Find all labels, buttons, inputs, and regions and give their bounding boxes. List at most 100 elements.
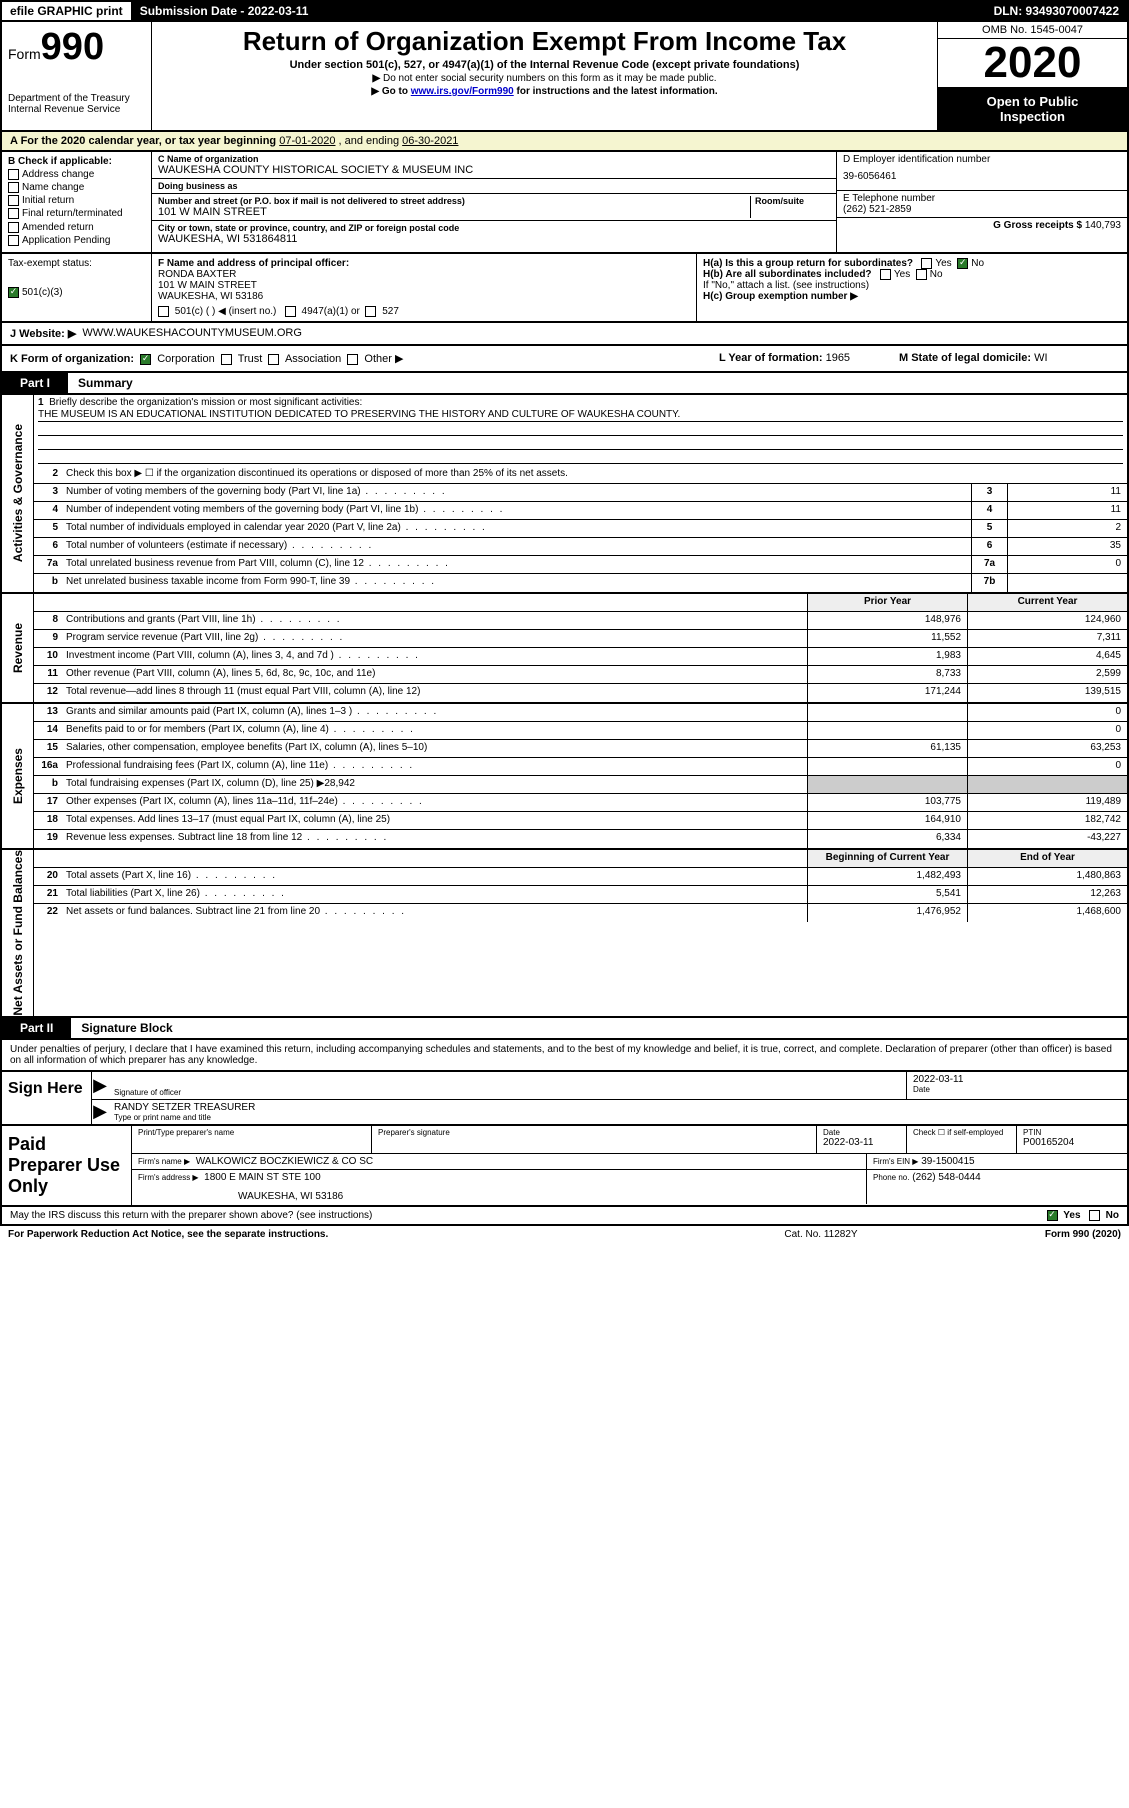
chk-assoc[interactable] [268, 354, 279, 365]
city-label: City or town, state or province, country… [158, 223, 830, 233]
paperwork-notice: For Paperwork Reduction Act Notice, see … [8, 1229, 721, 1240]
line10: Investment income (Part VIII, column (A)… [62, 648, 807, 665]
net-block: Net Assets or Fund Balances Beginning of… [0, 850, 1129, 1018]
firm-ein: 39-1500415 [921, 1156, 974, 1167]
box-d: D Employer identification number 39-6056… [837, 152, 1127, 252]
chk-final-return[interactable] [8, 208, 19, 219]
line2: Check this box ▶ ☐ if the organization d… [62, 466, 1127, 483]
hc-label: H(c) Group exemption number ▶ [703, 291, 858, 302]
firm-name: WALKOWICZ BOCZKIEWICZ & CO SC [196, 1156, 373, 1167]
chk-address-change[interactable] [8, 169, 19, 180]
chk-corp[interactable] [140, 354, 151, 365]
sign-arrow-icon: ▶ [92, 1072, 108, 1099]
box-b-label: B Check if applicable: [8, 156, 145, 167]
firm-addr-label: Firm's address ▶ [138, 1173, 199, 1182]
chk-ha-yes[interactable] [921, 258, 932, 269]
side-net: Net Assets or Fund Balances [11, 850, 25, 1016]
part1-header: Part I Summary [0, 373, 1129, 395]
officer-name-label: Type or print name and title [114, 1113, 1121, 1122]
ein-value: 39-6056461 [843, 165, 1121, 188]
omb-number: OMB No. 1545-0047 [938, 22, 1127, 39]
form-prefix: Form [8, 46, 41, 62]
form-header: Form990 Department of the Treasury Inter… [0, 20, 1129, 132]
col-end: End of Year [967, 850, 1127, 867]
col-prior: Prior Year [807, 594, 967, 611]
spacer [317, 2, 985, 20]
line5-val: 2 [1007, 520, 1127, 537]
line3-val: 11 [1007, 484, 1127, 501]
ein-label: D Employer identification number [843, 154, 1121, 165]
sign-here-label: Sign Here [2, 1072, 92, 1124]
tax-year: 2020 [938, 39, 1127, 88]
chk-hb-yes[interactable] [880, 269, 891, 280]
tax-exempt-cell: Tax-exempt status: 501(c)(3) [2, 254, 152, 321]
chk-527[interactable] [365, 306, 376, 317]
line5: Total number of individuals employed in … [62, 520, 971, 537]
chk-discuss-yes[interactable] [1047, 1210, 1058, 1221]
firm-name-label: Firm's name ▶ [138, 1157, 190, 1166]
line7b-val [1007, 574, 1127, 592]
page-footer: For Paperwork Reduction Act Notice, see … [0, 1226, 1129, 1243]
gross-value: 140,793 [1085, 220, 1121, 231]
chk-hb-no[interactable] [916, 269, 927, 280]
box-c: C Name of organization WAUKESHA COUNTY H… [152, 152, 837, 252]
col-beginning: Beginning of Current Year [807, 850, 967, 867]
sign-here-block: Sign Here ▶ Signature of officer 2022-03… [0, 1072, 1129, 1126]
chk-trust[interactable] [221, 354, 232, 365]
phone-label: E Telephone number [843, 193, 1121, 204]
chk-4947[interactable] [285, 306, 296, 317]
line16b: Total fundraising expenses (Part IX, col… [62, 776, 807, 793]
part2-title: Signature Block [71, 1018, 182, 1038]
chk-501c[interactable] [158, 306, 169, 317]
officer-label: F Name and address of principal officer: [158, 258, 349, 269]
line19: Revenue less expenses. Subtract line 18 … [62, 830, 807, 848]
line22: Net assets or fund balances. Subtract li… [62, 904, 807, 922]
chk-pending[interactable] [8, 235, 19, 246]
gross-label: G Gross receipts $ [993, 220, 1082, 231]
form990-link[interactable]: www.irs.gov/Form990 [411, 86, 514, 97]
dept-treasury: Department of the Treasury [8, 93, 145, 104]
chk-ha-no[interactable] [957, 258, 968, 269]
street-value: 101 W MAIN STREET [158, 206, 750, 218]
form-title: Return of Organization Exempt From Incom… [158, 26, 931, 57]
efile-button[interactable]: efile GRAPHIC print [2, 2, 132, 20]
officer-street: 101 W MAIN STREET [158, 280, 690, 291]
chk-initial-return[interactable] [8, 195, 19, 206]
street-label: Number and street (or P.O. box if mail i… [158, 196, 750, 206]
hb-label: H(b) Are all subordinates included? [703, 269, 872, 280]
mission-text: THE MUSEUM IS AN EDUCATIONAL INSTITUTION… [38, 408, 1123, 422]
paid-prep-label: Paid Preparer Use Only [2, 1126, 132, 1205]
prep-selfemp-label: Check ☐ if self-employed [913, 1128, 1010, 1137]
line12: Total revenue—add lines 8 through 11 (mu… [62, 684, 807, 702]
discuss-question: May the IRS discuss this return with the… [10, 1210, 372, 1221]
firm-phone: (262) 548-0444 [912, 1172, 980, 1183]
row-f-h: Tax-exempt status: 501(c)(3) F Name and … [0, 254, 1129, 323]
city-value: WAUKESHA, WI 531864811 [158, 233, 830, 245]
open-public: Open to PublicInspection [938, 88, 1127, 130]
discuss-row: May the IRS discuss this return with the… [0, 1207, 1129, 1226]
chk-name-change[interactable] [8, 182, 19, 193]
gov-block: Activities & Governance 1 Briefly descri… [0, 395, 1129, 594]
tax-exempt-label: Tax-exempt status: [8, 258, 145, 269]
phone-value: (262) 521-2859 [843, 204, 1121, 215]
firm-phone-label: Phone no. [873, 1173, 909, 1182]
line8: Contributions and grants (Part VIII, lin… [62, 612, 807, 629]
firm-ein-label: Firm's EIN ▶ [873, 1157, 918, 1166]
officer-name-title: RANDY SETZER TREASURER [114, 1102, 1121, 1113]
chk-amended[interactable] [8, 222, 19, 233]
part2-header: Part II Signature Block [0, 1018, 1129, 1040]
line20: Total assets (Part X, line 16) [62, 868, 807, 885]
dln: DLN: 93493070007422 [986, 2, 1127, 20]
chk-other[interactable] [347, 354, 358, 365]
box-k: K Form of organization: Corporation Trus… [0, 346, 1129, 373]
line4: Number of independent voting members of … [62, 502, 971, 519]
officer-name: RONDA BAXTER [158, 269, 690, 280]
chk-discuss-no[interactable] [1089, 1210, 1100, 1221]
cat-number: Cat. No. 11282Y [721, 1229, 921, 1240]
room-label: Room/suite [755, 196, 830, 206]
line6-val: 35 [1007, 538, 1127, 555]
line14: Benefits paid to or for members (Part IX… [62, 722, 807, 739]
chk-501c3[interactable] [8, 287, 19, 298]
box-f: F Name and address of principal officer:… [152, 254, 697, 321]
form-990: 990 [41, 26, 104, 68]
